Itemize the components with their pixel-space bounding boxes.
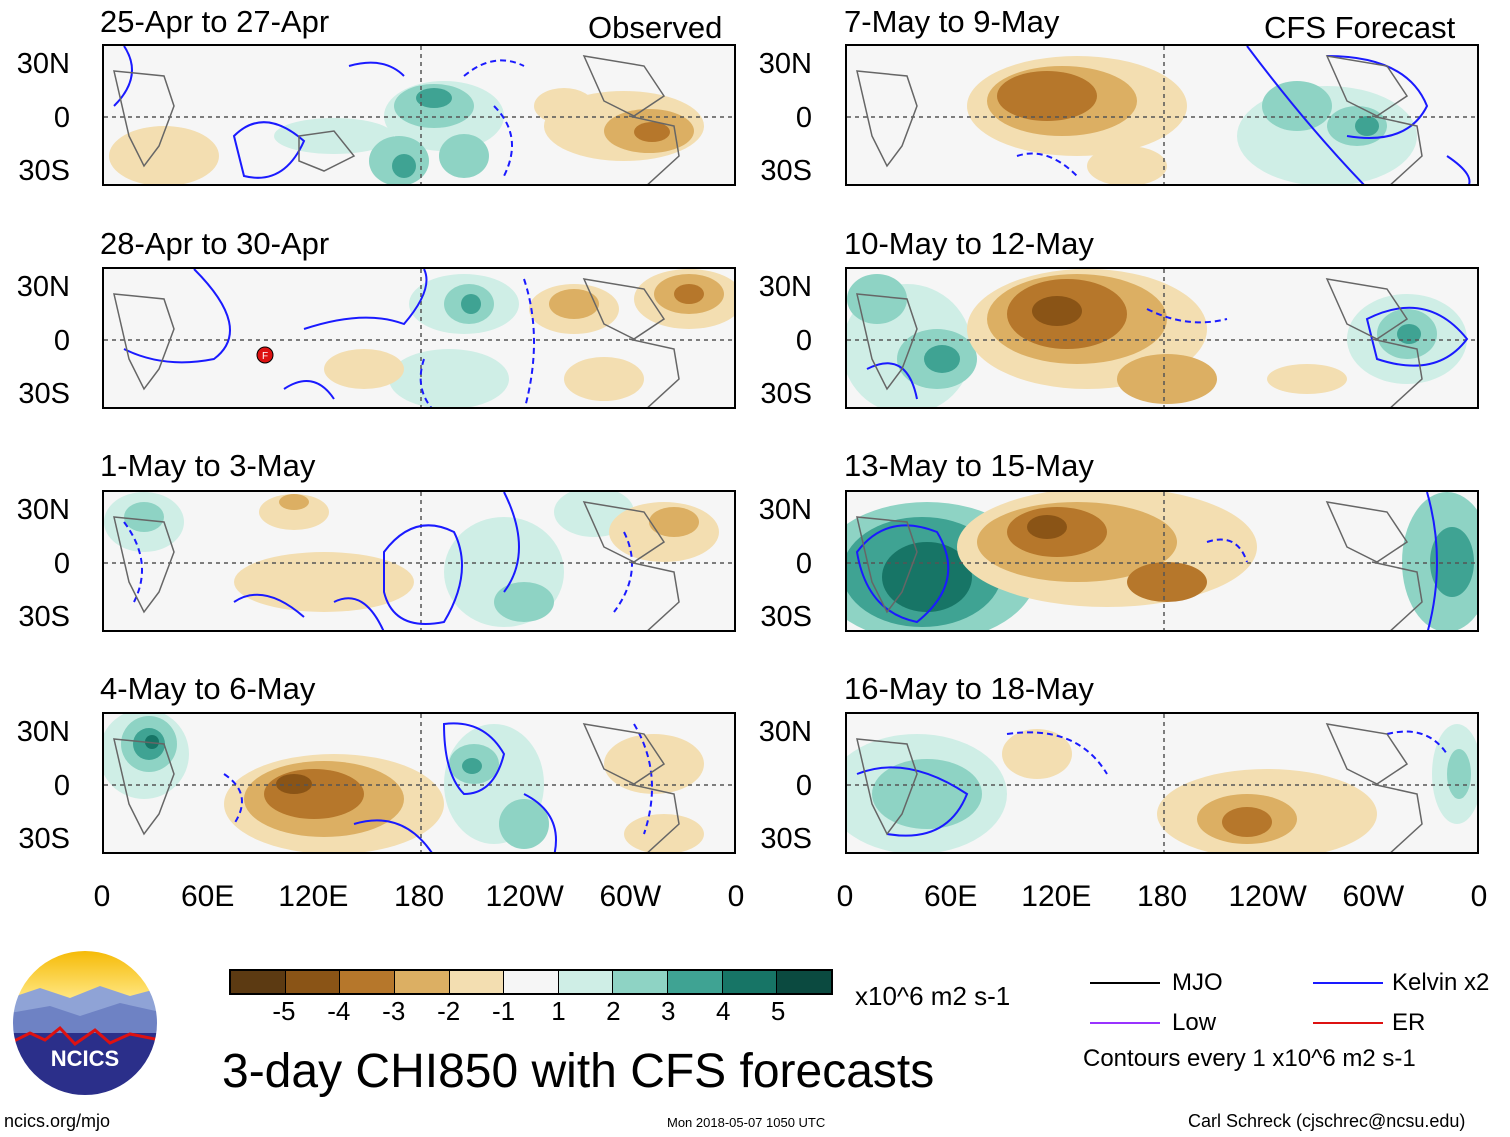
colorbar-tick-label: -1 [491, 996, 516, 1026]
lon-label: 0 [1470, 880, 1488, 913]
lat-label: 30S [18, 155, 70, 187]
lat-label: 30S [760, 155, 812, 187]
lat-label: 30N [758, 716, 812, 748]
map-7may-9may [845, 44, 1479, 186]
legend-label-kelvin: Kelvin x2 [1392, 969, 1490, 996]
colorbar-segment [776, 971, 832, 993]
lon-label: 180 [1136, 880, 1188, 913]
lat-label: 30S [18, 823, 70, 855]
panel-title: 1-May to 3-May [100, 448, 316, 483]
colorbar-segment [393, 971, 449, 993]
panel-title: 16-May to 18-May [844, 671, 1094, 706]
lat-label: 30N [16, 271, 70, 303]
colorbar-tick-label: 1 [551, 996, 566, 1026]
panel-title: 7-May to 9-May [844, 4, 1060, 39]
lat-label: 0 [795, 770, 812, 802]
legend-line-er [1313, 1022, 1383, 1024]
colorbar-tick-label: -4 [327, 996, 351, 1026]
colorbar-tick-label: 4 [715, 996, 731, 1026]
lat-label: 0 [795, 325, 812, 357]
panel-title: 28-Apr to 30-Apr [100, 226, 330, 261]
lat-label: 30N [16, 48, 70, 80]
panel-title: 4-May to 6-May [100, 671, 316, 706]
lat-label: 30N [16, 716, 70, 748]
lat-label: 30N [16, 494, 70, 526]
panel-tag-cfs-forecast: CFS Forecast [1264, 10, 1456, 45]
lon-label: 120W [1228, 880, 1307, 913]
lon-label: 0 [93, 880, 111, 913]
colorbar-tick-label: -2 [437, 996, 461, 1026]
footer-author: Carl Schreck (cjschrec@ncsu.edu) [1188, 1111, 1466, 1131]
lat-label: 30S [18, 601, 70, 633]
map-1may-3may [102, 490, 736, 632]
lon-label: 0 [836, 880, 854, 913]
lat-label: 30N [758, 48, 812, 80]
legend-line-low [1090, 1022, 1160, 1024]
marker-f: F [262, 351, 268, 362]
colorbar-segment [231, 971, 285, 993]
colorbar-tick-label: 2 [606, 996, 621, 1026]
colorbar-segment [284, 971, 340, 993]
map-10may-12may [845, 267, 1479, 409]
footer-url: ncics.org/mjo [4, 1111, 111, 1131]
legend-contours-note: Contours every 1 x10^6 m2 s-1 [1083, 1045, 1416, 1072]
lat-label: 30S [760, 601, 812, 633]
colorbar-tick-label: 5 [770, 996, 786, 1026]
lon-label: 120E [278, 880, 349, 913]
lon-label: 60E [180, 880, 235, 913]
lon-label: 180 [393, 880, 445, 913]
footer-timestamp: Mon 2018-05-07 1050 UTC [667, 1115, 826, 1130]
lon-label: 60W [599, 880, 662, 913]
colorbar-segment [503, 971, 558, 993]
colorbar [229, 969, 833, 995]
lon-label: 120W [485, 880, 564, 913]
legend-line-mjo [1090, 982, 1160, 984]
main-title: 3-day CHI850 with CFS forecasts [222, 1045, 935, 1098]
map-25apr-27apr [102, 44, 736, 186]
logo-text: NCICS [51, 1046, 119, 1071]
lat-label: 30S [760, 378, 812, 410]
lat-label: 0 [795, 548, 812, 580]
panel-tag-observed: Observed [588, 10, 723, 45]
colorbar-segment [557, 971, 613, 993]
map-4may-6may [102, 712, 736, 854]
legend-label-mjo: MJO [1172, 969, 1223, 996]
colorbar-segment [667, 971, 722, 993]
lat-label: 30S [18, 378, 70, 410]
lat-label: 0 [53, 770, 70, 802]
lat-label: 30N [758, 271, 812, 303]
lat-label: 0 [53, 102, 70, 134]
lat-label: 0 [53, 325, 70, 357]
map-28apr-30apr: F [102, 267, 736, 409]
colorbar-segment [721, 971, 777, 993]
panel-title: 10-May to 12-May [844, 226, 1094, 261]
legend-label-low: Low [1172, 1009, 1217, 1036]
ncics-logo: NCICS [10, 948, 160, 1098]
colorbar-segment [612, 971, 668, 993]
colorbar-tick-label: -3 [382, 996, 406, 1026]
panel-title: 25-Apr to 27-Apr [100, 4, 330, 39]
map-13may-15may [845, 490, 1479, 632]
lon-label: 60W [1342, 880, 1405, 913]
colorbar-segment [448, 971, 504, 993]
legend-line-kelvin [1313, 982, 1383, 984]
lon-label: 120E [1021, 880, 1092, 913]
colorbar-unit: x10^6 m2 s-1 [855, 981, 1011, 1011]
lat-label: 0 [53, 548, 70, 580]
colorbar-segment [339, 971, 394, 993]
legend-label-er: ER [1392, 1009, 1426, 1036]
lat-label: 30S [760, 823, 812, 855]
lon-label: 0 [727, 880, 745, 913]
colorbar-tick-label: 3 [661, 996, 676, 1026]
colorbar-tick-label: -5 [272, 996, 296, 1026]
lon-label: 60E [923, 880, 978, 913]
panel-title: 13-May to 15-May [844, 448, 1094, 483]
lat-label: 0 [795, 102, 812, 134]
map-16may-18may [845, 712, 1479, 854]
lat-label: 30N [758, 494, 812, 526]
